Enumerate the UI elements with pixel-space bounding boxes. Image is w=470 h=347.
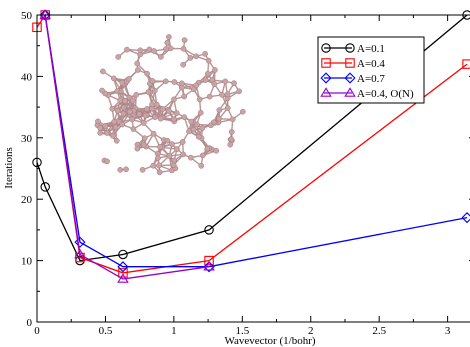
data-point-triangle (39, 9, 51, 19)
data-point-triangle (74, 248, 86, 259)
data-point-square (204, 255, 214, 266)
data-point-triangle (203, 260, 215, 271)
data-point-triangle (320, 87, 332, 97)
legend-label: A=0.7 (357, 73, 385, 85)
x-tick-label: 3 (445, 325, 451, 337)
molecule-atoms (94, 34, 246, 176)
legend: A=0.1 A=0.4 A=0.7 A=0.4, O(N) (317, 36, 425, 104)
y-tick-label: 50 (21, 10, 33, 22)
data-point-square (462, 59, 470, 69)
y-tick-label: 0 (27, 317, 33, 329)
x-tick-label: 0 (34, 325, 40, 337)
x-tick-label: 1 (171, 325, 177, 337)
legend-label: A=0.1 (357, 43, 385, 55)
data-point-diamond (117, 261, 129, 273)
series-line (36, 13, 468, 274)
x-axis-label: Wavevector (1/bohr) (224, 335, 315, 347)
series-3 (39, 9, 470, 273)
molecule-cluster-image (94, 34, 246, 176)
data-point-triangle (344, 87, 356, 97)
data-point-circle (204, 225, 214, 235)
data-point-square (118, 268, 128, 278)
y-axis-label: Iterations (3, 147, 15, 189)
x-tick-label: 2 (308, 325, 314, 337)
data-point-diamond (74, 236, 86, 248)
x-tick-label: 1.5 (235, 325, 249, 337)
y-tick-label: 10 (21, 256, 33, 268)
series-layer (32, 9, 470, 283)
data-point-triangle (117, 273, 129, 283)
x-axis-ticks: 0 0.5 1 1.5 2 2.5 3 (34, 15, 451, 337)
data-point-square (321, 58, 331, 68)
y-axis-ticks: 0 10 20 30 40 50 (21, 10, 470, 329)
data-point-square (345, 58, 355, 68)
series-4 (39, 9, 215, 283)
data-point-circle (40, 182, 50, 192)
data-point-diamond (344, 72, 356, 84)
legend-entry: A=0.4, O(N) (320, 87, 414, 100)
legend-label: A=0.4, O(N) (357, 88, 414, 100)
y-tick-label: 40 (21, 71, 33, 83)
data-point-diamond (203, 261, 215, 273)
data-point-diamond (39, 9, 51, 21)
y-tick-label: 20 (21, 194, 33, 206)
x-tick-label: 2.5 (372, 325, 386, 337)
data-point-diamond (320, 72, 332, 84)
y-tick-label: 30 (21, 133, 33, 145)
data-point-circle (345, 43, 355, 53)
series-line (44, 14, 468, 268)
legend-entry: A=0.1 (321, 43, 385, 55)
data-point-circle (321, 43, 331, 53)
legend-entry: A=0.7 (320, 72, 385, 85)
legend-label: A=0.4 (357, 58, 385, 70)
data-point-diamond (461, 212, 470, 224)
series-line (44, 14, 210, 280)
legend-entry: A=0.4 (321, 58, 385, 70)
data-point-circle (118, 249, 128, 260)
x-tick-label: 0.5 (99, 325, 113, 337)
